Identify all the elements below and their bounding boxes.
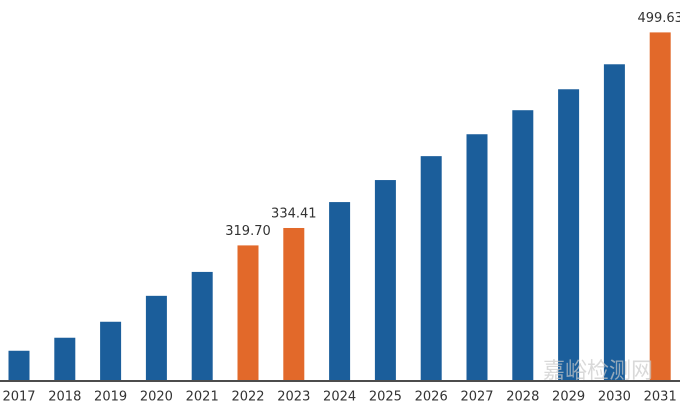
bar [512,110,534,380]
bar [329,202,351,380]
bar [100,321,122,380]
bar [283,227,305,380]
bar [191,271,213,380]
bar [54,337,76,380]
x-tick-label: 2024 [323,390,356,405]
bar [145,295,167,380]
value-label: 319.70 [225,224,271,239]
value-label: 334.41 [271,206,317,221]
bar [603,64,625,381]
x-tick-label: 2029 [552,390,585,405]
bar [558,89,580,380]
x-tick-label: 2030 [598,390,631,405]
x-tick-label: 2018 [48,390,81,405]
x-tick-label: 2027 [460,390,493,405]
x-tick-label: 2022 [231,390,264,405]
bar [237,245,259,380]
x-tick-label: 2026 [415,390,448,405]
bar [466,134,488,380]
bar [374,180,396,380]
x-tick-label: 2017 [2,390,35,405]
bar [8,350,30,380]
x-tick-label: 2023 [277,390,310,405]
x-tick-label: 2025 [369,390,402,405]
x-tick-label: 2031 [644,390,677,405]
bar [420,156,442,380]
x-tick-label: 2021 [186,390,219,405]
bar [649,32,671,380]
x-tick-label: 2019 [94,390,127,405]
x-tick-label: 2028 [506,390,539,405]
watermark: 嘉峪检测网 [543,359,653,384]
value-label: 499.63 [637,11,680,26]
x-tick-label: 2020 [140,390,173,405]
